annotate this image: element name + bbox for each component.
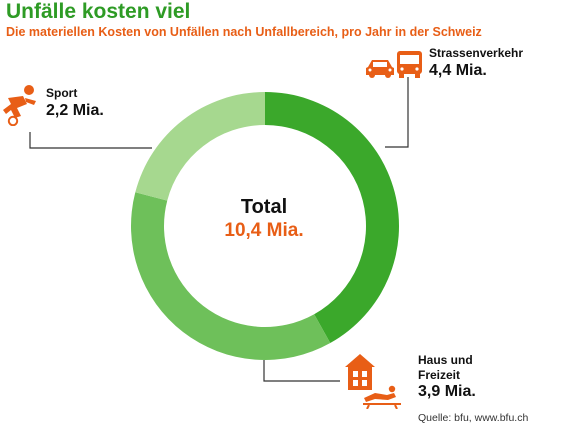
label-haus-freizeit-name-line2: Freizeit	[418, 368, 461, 382]
label-strassenverkehr-value: 4,4 Mia.	[429, 62, 487, 79]
chart-subtitle: Die materiellen Kosten von Unfällen nach…	[6, 25, 482, 39]
donut-slice-sport	[135, 92, 265, 201]
label-haus-freizeit-name-line1: Haus und	[418, 353, 473, 367]
source-note: Quelle: bfu, www.bfu.ch	[418, 412, 529, 424]
label-sport-value: 2,2 Mia.	[46, 102, 104, 119]
soccer-player-icon	[3, 85, 36, 126]
total-label: Total	[240, 196, 288, 218]
lounger-icon	[363, 385, 401, 409]
leader-line-haus-freizeit	[263, 360, 340, 382]
leader-line-sport	[29, 132, 152, 149]
donut-slice-strassenverkehr	[265, 92, 399, 344]
total-value: 10,4 Mia.	[224, 220, 304, 241]
label-strassenverkehr-name: Strassenverkehr	[429, 46, 524, 60]
label-sport-name: Sport	[46, 86, 78, 100]
bus-icon	[397, 51, 422, 78]
label-haus-freizeit-value: 3,9 Mia.	[418, 383, 476, 400]
chart-title: Unfälle kosten viel	[6, 0, 191, 23]
donut-slice-haus-und-freizeit	[131, 192, 331, 360]
house-icon	[345, 354, 375, 390]
car-icon	[366, 60, 394, 78]
leader-line-strassenverkehr	[385, 77, 409, 148]
